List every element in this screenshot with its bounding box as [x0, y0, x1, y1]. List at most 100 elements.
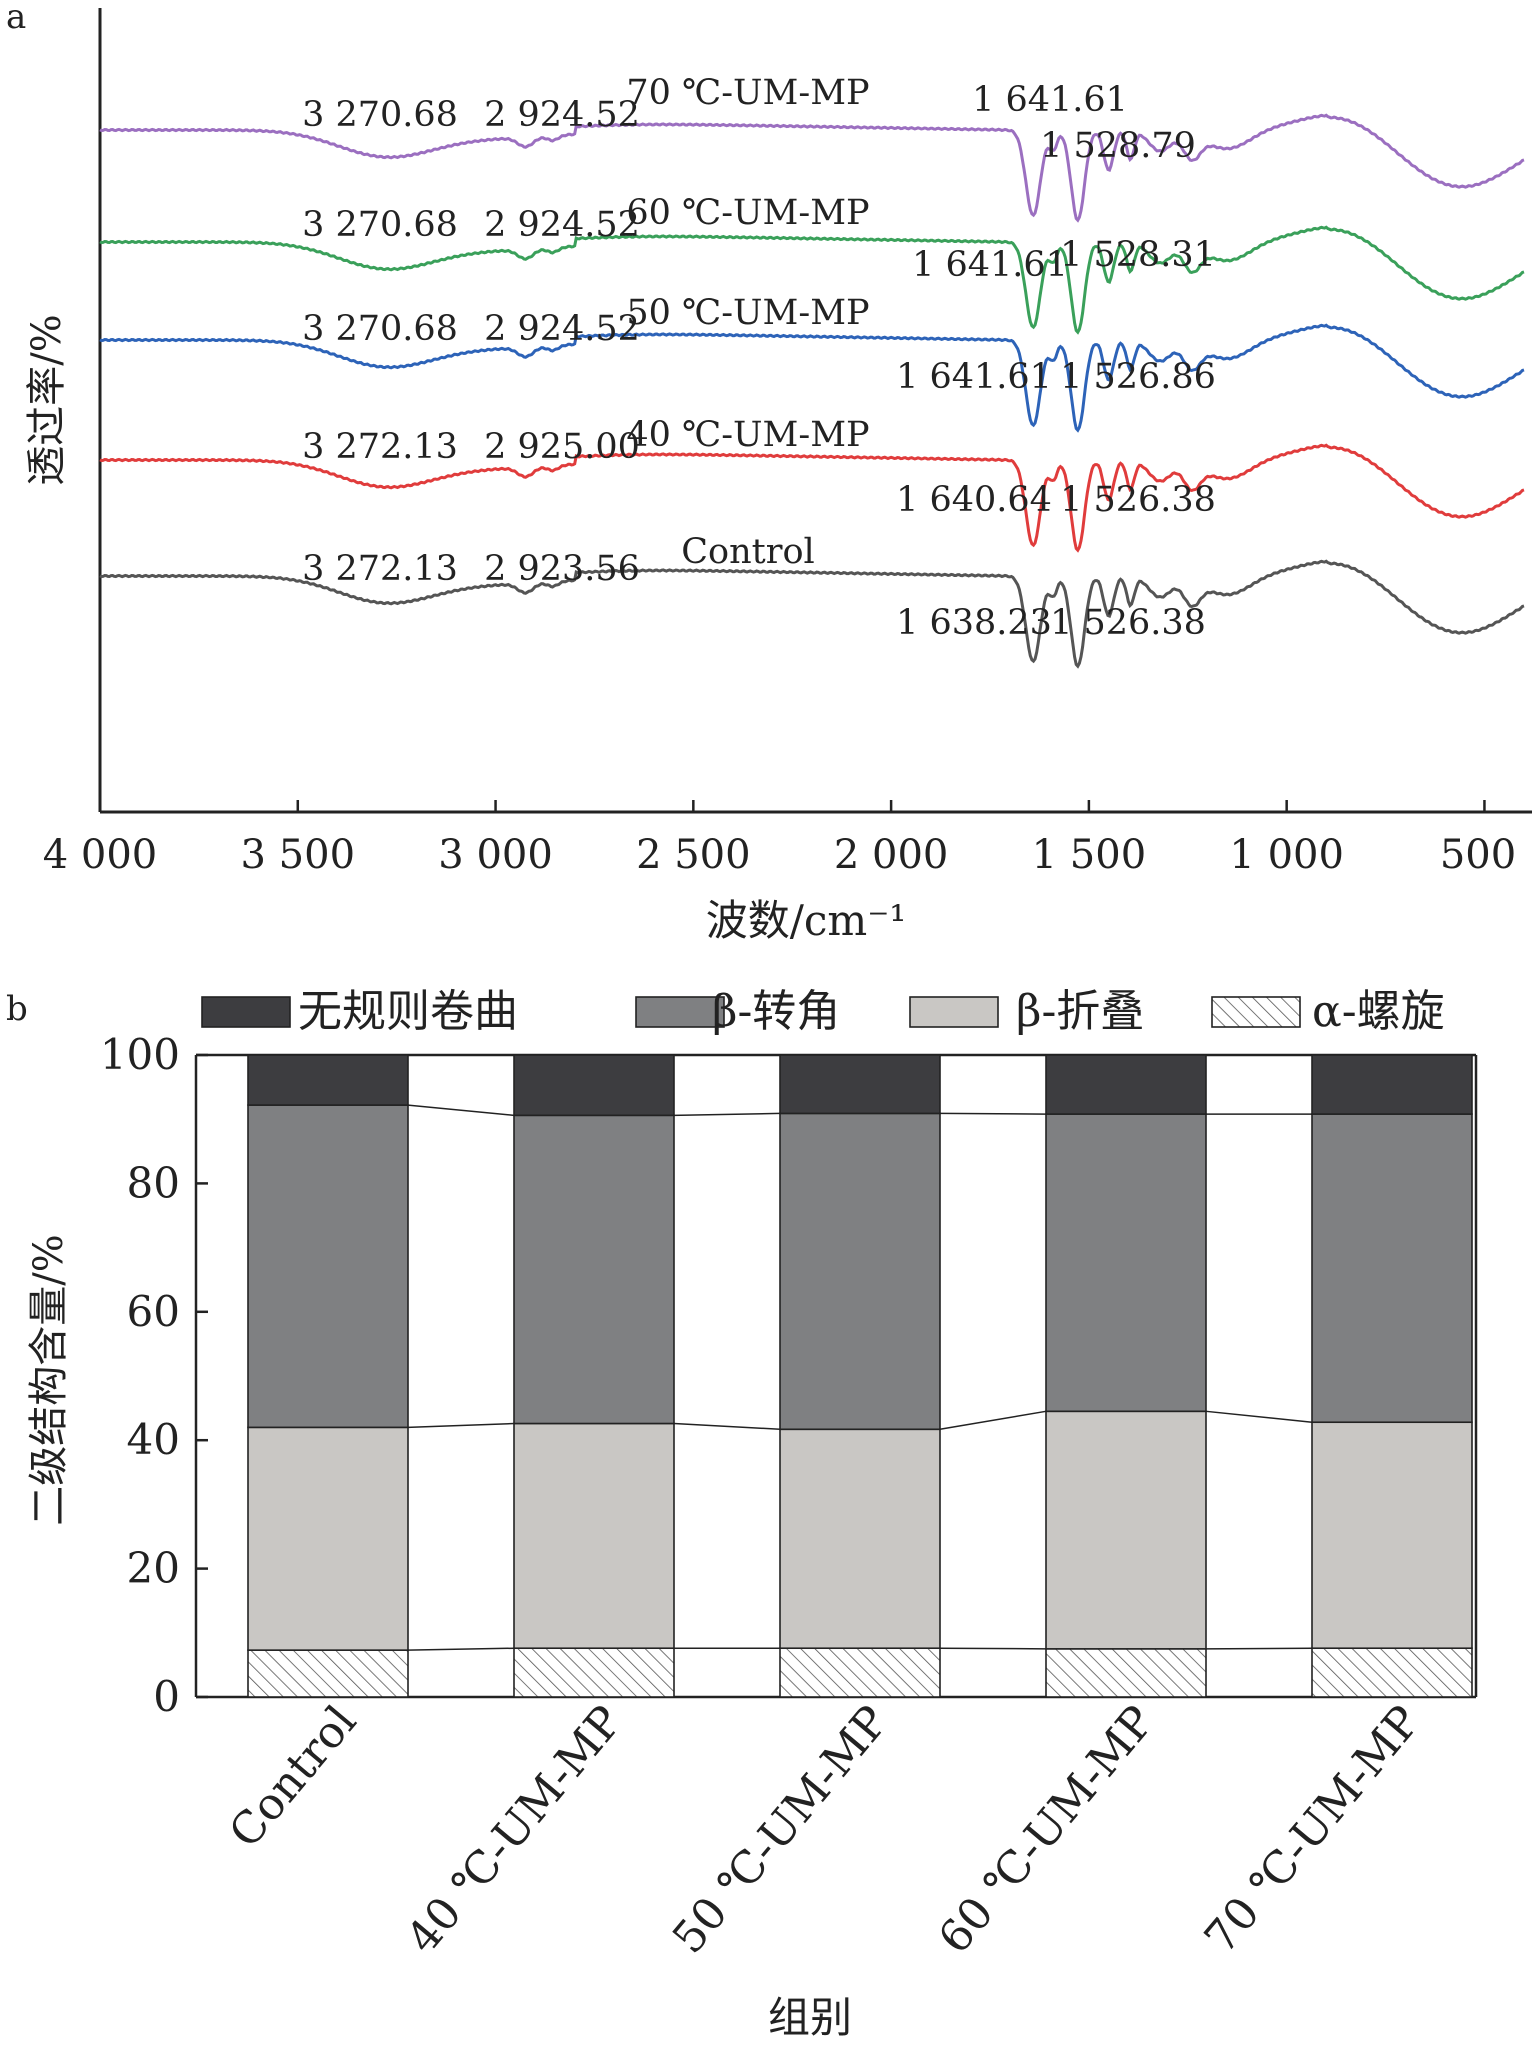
- series-name-label: 40 ℃-UM-MP: [626, 415, 869, 455]
- bar-y-axis-label: 二级结构含量/%: [26, 1234, 72, 1525]
- peak-label: 1 641.61: [972, 80, 1128, 120]
- peak-label: 1 641.61: [912, 245, 1068, 285]
- bar-segment: [779, 1428, 941, 1650]
- bar-segment: [1045, 1410, 1207, 1650]
- legend-swatch: [201, 996, 291, 1028]
- peak-label: 1 526.38: [1050, 603, 1206, 643]
- peak-label: 1 526.38: [1060, 480, 1216, 520]
- category-label: Control: [220, 1696, 367, 1857]
- peak-label: 3 272.13: [302, 427, 458, 467]
- bar-segment: [247, 1649, 409, 1698]
- bar-y-ticks: 0 20 40 60 80 100: [100, 1030, 208, 1721]
- bar-segment: [1311, 1054, 1473, 1115]
- peak-label: 3 270.68: [302, 205, 458, 245]
- bar-segment: [513, 1422, 675, 1650]
- bar-segment: [779, 1647, 941, 1698]
- connector-line: [407, 1647, 515, 1651]
- category-label: 70 ℃-UM-MP: [1195, 1696, 1431, 1963]
- legend-swatch: [909, 996, 999, 1028]
- x-tick-label: 3 500: [241, 832, 356, 878]
- legend-label: β-转角: [712, 986, 840, 1037]
- legend-label: 无规则卷曲: [298, 986, 518, 1037]
- panel-a-label: a: [6, 0, 26, 37]
- x-tick-label: 1 500: [1032, 832, 1147, 878]
- bar-segment: [779, 1054, 941, 1115]
- peak-label: 2 924.52: [484, 205, 640, 245]
- y-tick-label: 40: [127, 1415, 180, 1464]
- legend-label: α-螺旋: [1312, 986, 1445, 1037]
- stacked-bars: [247, 1054, 1473, 1698]
- x-tick-label: 1 000: [1229, 832, 1344, 878]
- bar-segment: [779, 1112, 941, 1431]
- panel-b-label: b: [6, 989, 28, 1029]
- connector-line: [1205, 1410, 1313, 1423]
- bar-segment: [1311, 1113, 1473, 1424]
- peak-label: 3 270.68: [302, 309, 458, 349]
- series-name-label: 50 ℃-UM-MP: [626, 293, 869, 333]
- ftir-annotations: 70 ℃-UM-MP3 270.68 2 924.52 1 641.611 528.…: [302, 73, 1216, 643]
- bar-segment: [1045, 1648, 1207, 1698]
- spectrum-line: [99, 443, 1525, 553]
- ftir-x-axis-label: 波数/cm⁻¹: [706, 896, 907, 945]
- x-tick-label: 500: [1440, 832, 1516, 878]
- bar-segment: [247, 1426, 409, 1651]
- bar-x-tick-labels: Control 40 ℃-UM-MP 50 ℃-UM-MP 60 ℃-UM-MP 70 …: [220, 1696, 1431, 1963]
- x-tick-label: 3 000: [438, 832, 553, 878]
- peak-label: 2 923.56: [484, 549, 640, 589]
- series-name-label: 70 ℃-UM-MP: [626, 73, 869, 113]
- series-name-label: 60 ℃-UM-MP: [626, 193, 869, 233]
- bar-segment: [1045, 1054, 1207, 1115]
- spectrum-line: [99, 323, 1525, 433]
- connector-line: [407, 1104, 515, 1117]
- x-tick-label: 2 500: [636, 832, 751, 878]
- y-tick-label: 60: [127, 1287, 180, 1336]
- connector-line: [673, 1422, 781, 1431]
- bar-segment: [247, 1104, 409, 1429]
- peak-label: 1 528.79: [1040, 126, 1196, 166]
- connector-line: [673, 1112, 781, 1117]
- y-tick-label: 20: [127, 1544, 180, 1593]
- bar-segment: [513, 1054, 675, 1117]
- series-name-label: Control: [681, 532, 814, 572]
- bar-x-axis-label: 组别: [768, 1993, 852, 2042]
- peak-label: 3 270.68: [302, 95, 458, 135]
- peak-label: 3 272.13: [302, 549, 458, 589]
- connector-line: [939, 1647, 1047, 1650]
- category-label: 50 ℃-UM-MP: [663, 1696, 899, 1963]
- peak-label: 1 528.31: [1060, 235, 1216, 275]
- x-tick-label: 2 000: [834, 832, 949, 878]
- bar-segment: [1311, 1421, 1473, 1650]
- spectrum-line: [99, 225, 1525, 335]
- y-tick-label: 80: [127, 1158, 180, 1207]
- spectrum-line: [99, 559, 1525, 669]
- bar-segment: [513, 1647, 675, 1698]
- y-tick-label: 0: [153, 1672, 180, 1721]
- category-label: 60 ℃-UM-MP: [929, 1696, 1165, 1963]
- ftir-spectra: [99, 113, 1525, 669]
- peak-label: 2 925.00: [484, 427, 640, 467]
- category-label: 40 ℃-UM-MP: [397, 1696, 633, 1963]
- bar-segment: [1045, 1113, 1207, 1413]
- bar-segment: [247, 1054, 409, 1106]
- legend-label: β-折叠: [1016, 986, 1144, 1037]
- connector-line: [407, 1422, 515, 1429]
- spectrum-line: [99, 113, 1525, 223]
- connector-line: [939, 1410, 1047, 1431]
- peak-label: 1 641.61: [896, 357, 1052, 397]
- ftir-x-ticks: 4 000 3 500 3 000 2 500 2 000 1 500 1 000 500: [43, 800, 1516, 878]
- legend-swatch: [635, 996, 725, 1028]
- connector-line: [939, 1112, 1047, 1115]
- ftir-axes: [98, 8, 1532, 814]
- legend-swatch: [1211, 996, 1301, 1028]
- bar-segment: [513, 1114, 675, 1425]
- peak-label: 2 924.52: [484, 95, 640, 135]
- y-tick-label: 100: [100, 1030, 180, 1079]
- peak-label: 1 526.86: [1060, 357, 1216, 397]
- peak-label: 1 640.64: [896, 480, 1052, 520]
- ftir-y-axis-label: 透过率/%: [24, 314, 70, 485]
- peak-label: 1 638.23: [896, 603, 1052, 643]
- x-tick-label: 4 000: [43, 832, 158, 878]
- legend: 无规则卷曲 β-转角 β-折叠 α-螺旋: [201, 986, 1445, 1037]
- bar-segment: [1311, 1647, 1473, 1698]
